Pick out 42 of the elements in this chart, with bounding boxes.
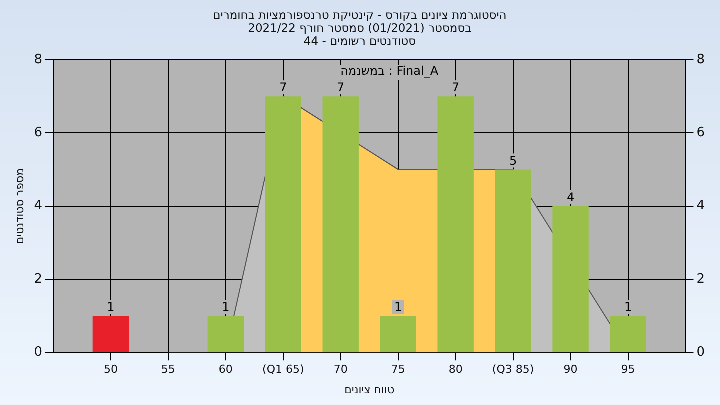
y-tick-label: 4	[34, 198, 42, 214]
y2-tick-label: 4	[696, 198, 706, 214]
x-tick-label: 50	[104, 363, 118, 376]
x-tick-label: 60	[218, 363, 233, 376]
bar	[322, 96, 359, 352]
chart-title: היסטוגרמת ציונים בקורס - קינטיקת טרנספורמציות בחומרים בסמסטר (01/2021) סמסטר חורף 2021/22 סטודנטים רשומים - 44	[212, 8, 508, 48]
y-tick-label: 8	[34, 52, 42, 68]
bar	[552, 206, 589, 352]
x-tick-label: (Q3 85)	[492, 363, 534, 376]
y-tick-label: 0	[34, 344, 42, 360]
data-label: 7	[280, 80, 288, 95]
x-tick-label: 75	[391, 363, 406, 376]
x-tick-label: 55	[161, 363, 176, 376]
data-label: 1	[394, 300, 402, 314]
x-tick-label: 95	[621, 363, 636, 376]
bar	[610, 316, 646, 352]
data-label: 7	[452, 80, 460, 95]
bar	[265, 96, 302, 352]
x-tick-label: 70	[334, 363, 348, 376]
bar	[438, 96, 474, 352]
data-label: 1	[107, 300, 115, 314]
bar	[208, 316, 244, 352]
y-tick-label: 2	[34, 272, 42, 287]
data-label: 5	[509, 154, 518, 168]
x-tick-label: 80	[448, 363, 463, 376]
x-tick-label: (Q1 65)	[262, 363, 304, 376]
bar	[92, 316, 130, 352]
data-label: 1	[222, 300, 230, 314]
y2-tick-label: 0	[696, 344, 706, 360]
x-axis-title: טווח ציונים	[344, 383, 395, 396]
data-label: 7	[337, 80, 345, 95]
bar	[495, 170, 532, 352]
y-axis-title: מספר סטודנטים	[13, 168, 26, 244]
x-tick-label: 90	[564, 363, 578, 376]
y2-tick-label: 6	[696, 126, 706, 141]
y2-tick-label: 8	[696, 52, 706, 68]
y2-tick-label: 2	[696, 272, 706, 287]
data-label: 1	[624, 300, 632, 314]
data-label: 4	[566, 190, 575, 204]
y-tick-label: 6	[34, 126, 42, 141]
bar	[380, 316, 416, 352]
annotation: במשנמה : Final_A	[340, 64, 440, 78]
